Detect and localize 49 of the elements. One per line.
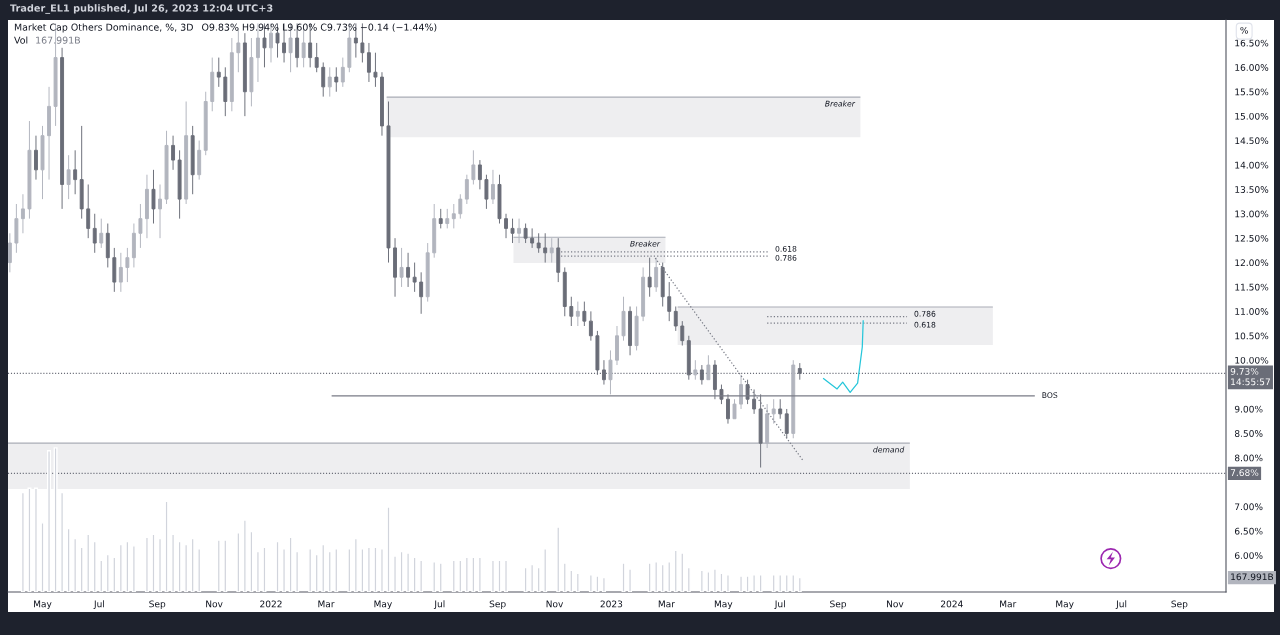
y-tick-label: 16.50%	[1235, 39, 1269, 47]
y-tick-label: 9.00%	[1234, 405, 1263, 413]
x-tick-label: May	[1056, 600, 1074, 610]
y-tick-label: 13.50%	[1235, 186, 1269, 193]
x-tick-label: Nov	[546, 600, 564, 608]
x-tick-label: May	[374, 600, 392, 610]
x-tick-label: Jul	[1115, 600, 1127, 609]
y-tick-label: 16.00%	[1235, 64, 1269, 71]
x-tick-label: Jul	[774, 600, 785, 609]
x-tick-label: Mar	[658, 600, 675, 608]
y-tick-label: 10.50%	[1235, 332, 1269, 340]
y-axis-title: %	[1240, 26, 1248, 34]
y-tick-label: 6.50%	[1234, 527, 1263, 535]
x-tick-label: Sep	[1171, 600, 1188, 610]
x-tick-label: Jul	[433, 600, 445, 609]
y-tick-label: 6.00%	[1234, 552, 1263, 559]
x-tick-label: 2023	[600, 600, 623, 608]
y-tick-label: 14.00%	[1235, 161, 1269, 169]
chart-title: Market Cap Others Dominance, %, 3D	[14, 23, 193, 33]
ref-line-label: 9.73% 14:55:57	[1230, 367, 1270, 386]
x-tick-label: Nov	[206, 600, 223, 608]
ref-line-label: 7.68%	[1230, 469, 1259, 477]
x-tick-label: Nov	[887, 600, 904, 608]
y-tick-label: 12.50%	[1235, 234, 1269, 242]
y-tick-label: 7.00%	[1235, 503, 1263, 511]
x-tick-label: Sep	[830, 600, 847, 610]
y-tick-label: 13.00%	[1235, 210, 1269, 218]
y-tick-label: 15.00%	[1235, 112, 1269, 120]
x-tick-label: Mar	[318, 600, 335, 608]
text: Trader_EL1 published, Jul 26, 2023 12:04 UTC+3	[10, 4, 273, 14]
y-tick-label: 11.50%	[1235, 283, 1269, 291]
x-tick-label: Sep	[489, 600, 506, 610]
chart-title: Vol	[14, 36, 28, 44]
y-tick-label: 8.50%	[1234, 430, 1263, 437]
annotation: 167.991B	[36, 36, 80, 44]
text: 167.991B	[1231, 573, 1274, 581]
y-tick-label: 10.00%	[1235, 356, 1269, 364]
x-tick-label: Mar	[1000, 600, 1017, 608]
y-tick-label: 11.00%	[1235, 308, 1269, 315]
y-tick-label: 14.50%	[1235, 137, 1269, 145]
x-tick-label: Jul	[93, 600, 104, 609]
y-tick-label: 12.00%	[1235, 259, 1269, 267]
x-tick-label: Sep	[149, 600, 166, 610]
x-tick-label: May	[714, 600, 733, 610]
x-tick-label: May	[34, 600, 52, 610]
x-tick-label: 2024	[940, 600, 963, 608]
x-tick-label: 2022	[260, 600, 282, 608]
y-tick-label: 15.50%	[1235, 88, 1269, 96]
y-tick-label: 8.00%	[1234, 454, 1263, 462]
